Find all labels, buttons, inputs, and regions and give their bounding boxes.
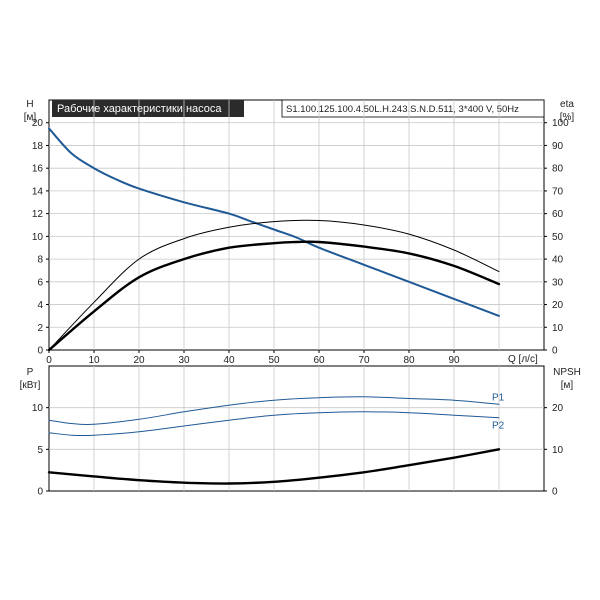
y-left-tick-label: 18	[32, 141, 44, 152]
y-left-axis-name: H	[26, 99, 33, 110]
x-tick-label: 40	[223, 355, 235, 366]
x-tick-label: 0	[46, 355, 52, 366]
y-right-tick-label: 40	[552, 255, 564, 266]
y-left-tick-label: 14	[32, 186, 44, 197]
y-right-tick-label: 30	[552, 277, 564, 288]
series-label: P1	[492, 392, 505, 403]
chart-title: Рабочие характеристики насоса	[57, 103, 222, 115]
subtitle-box	[281, 99, 545, 118]
y-left-axis-unit: [м]	[24, 112, 37, 123]
npsh-axis-name: NPSH	[553, 367, 581, 378]
y-right-tick-label: 10	[552, 323, 564, 334]
x-tick-label: 80	[403, 355, 415, 366]
y-left-tick-label: 0	[37, 346, 43, 357]
series-line-0-2	[48, 219, 500, 351]
y-left-tick-label: 10	[32, 403, 44, 414]
x-tick-label: 50	[268, 355, 280, 366]
npsh-axis-unit: [м]	[561, 380, 574, 391]
series-label: P2	[492, 421, 505, 432]
y-left-tick-label: 4	[37, 300, 43, 311]
series-line-0-1	[47, 240, 501, 352]
lower-plot-frame	[48, 365, 545, 492]
y-left-tick-label: 12	[32, 209, 44, 220]
series-line-1-2	[47, 448, 501, 485]
y-right-tick-label: 20	[552, 403, 564, 414]
x-tick-label: 20	[133, 355, 145, 366]
y-left-tick-label: 2	[37, 323, 43, 334]
x-tick-label: 70	[358, 355, 370, 366]
y-right-tick-label: 60	[552, 209, 564, 220]
y-right-tick-label: 70	[552, 186, 564, 197]
y-right-tick-label: 20	[552, 300, 564, 311]
y-right-tick-label: 0	[552, 346, 558, 357]
y-left-tick-label: 20	[32, 118, 44, 129]
y-right-tick-label: 90	[552, 141, 564, 152]
series-label-layer: P1 P2	[492, 392, 505, 431]
y-right-tick-label: 80	[552, 164, 564, 175]
x-tick-label: 90	[448, 355, 460, 366]
y-left-tick-label: 6	[37, 277, 43, 288]
x-axis-label: Q [л/с]	[508, 354, 538, 365]
p-axis-name: P	[27, 367, 34, 378]
y-right-tick-label: 10	[552, 445, 564, 456]
y-right-tick-label: 50	[552, 232, 564, 243]
series-layer	[47, 127, 501, 485]
series-line-1-0	[48, 396, 500, 426]
title-box	[52, 100, 244, 117]
y-left-tick-label: 16	[32, 164, 44, 175]
grid-layer	[49, 100, 544, 491]
x-tick-label: 10	[88, 355, 100, 366]
series-line-1-1	[48, 411, 500, 437]
y-right-axis-name: eta	[560, 99, 574, 110]
y-left-tick-label: 10	[32, 232, 44, 243]
series-line-0-0	[48, 127, 500, 317]
x-tick-label: 30	[178, 355, 190, 366]
tick-layer: 0246810121416182001020304050607080901000…	[32, 118, 569, 497]
y-right-tick-label: 100	[552, 118, 569, 129]
y-left-tick-label: 8	[37, 255, 43, 266]
p-axis-unit: [кВт]	[20, 380, 41, 391]
y-right-tick-label: 0	[552, 487, 558, 498]
y-right-axis-unit: [%]	[560, 112, 575, 123]
y-left-tick-label: 5	[37, 445, 43, 456]
chart-subtitle: S1.100.125.100.4.50L.H.243.S.N.D.511, 3*…	[286, 104, 519, 115]
y-left-tick-label: 0	[37, 487, 43, 498]
x-tick-label: 60	[313, 355, 325, 366]
